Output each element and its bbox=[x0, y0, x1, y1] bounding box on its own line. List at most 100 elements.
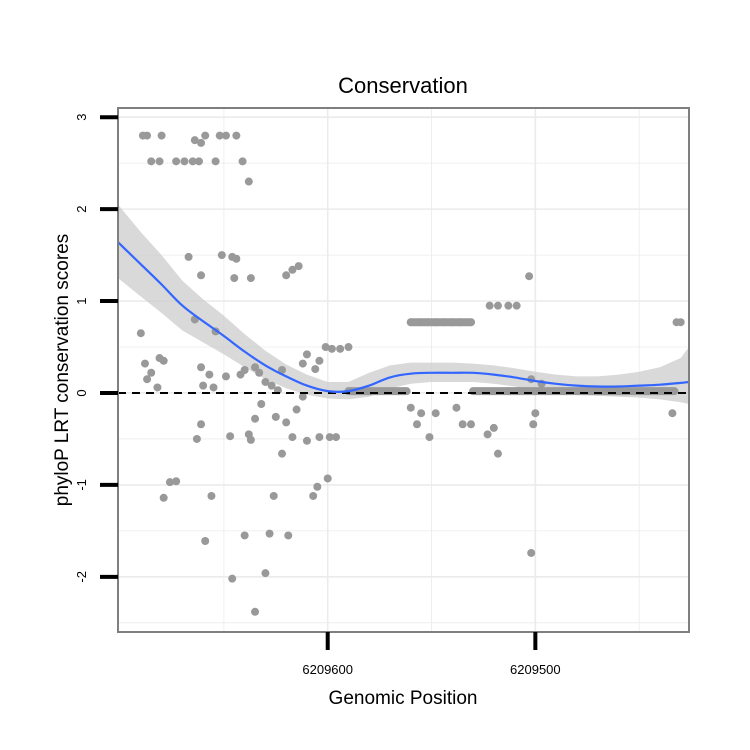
data-point bbox=[221, 131, 230, 140]
data-point bbox=[147, 157, 156, 166]
data-point bbox=[483, 430, 492, 439]
data-point bbox=[251, 414, 260, 423]
data-point bbox=[246, 274, 255, 283]
data-point bbox=[159, 356, 168, 365]
data-point bbox=[302, 350, 311, 359]
confidence-band bbox=[118, 204, 689, 404]
data-point bbox=[288, 433, 297, 442]
data-point bbox=[504, 301, 513, 310]
data-point bbox=[257, 400, 266, 409]
data-point bbox=[192, 434, 201, 443]
data-point bbox=[197, 271, 206, 280]
data-point bbox=[211, 157, 220, 166]
data-point bbox=[197, 138, 206, 147]
panel-border bbox=[117, 107, 690, 633]
x-axis: 6209600 6209500 bbox=[302, 632, 561, 677]
data-point bbox=[140, 359, 149, 368]
data-point bbox=[251, 607, 260, 616]
data-point bbox=[201, 131, 210, 140]
data-point bbox=[199, 381, 208, 390]
data-point bbox=[255, 368, 264, 377]
data-point bbox=[311, 365, 320, 374]
data-point bbox=[294, 262, 303, 271]
data-point bbox=[412, 420, 421, 429]
data-point bbox=[251, 363, 260, 372]
y-tick-label: 1 bbox=[74, 297, 89, 304]
data-point bbox=[180, 157, 189, 166]
data-point bbox=[332, 433, 341, 442]
data-point bbox=[327, 344, 336, 353]
data-point bbox=[458, 420, 467, 429]
data-point bbox=[512, 301, 521, 310]
data-point bbox=[406, 403, 415, 412]
data-point bbox=[668, 409, 677, 418]
data-point bbox=[431, 409, 440, 418]
data-point bbox=[221, 372, 230, 381]
data-point bbox=[292, 405, 301, 414]
data-point bbox=[147, 368, 156, 377]
data-point bbox=[344, 343, 353, 352]
data-point bbox=[157, 131, 166, 140]
data-point bbox=[232, 131, 241, 140]
y-tick-label: 0 bbox=[74, 389, 89, 396]
data-point bbox=[298, 359, 307, 368]
y-tick-label: 3 bbox=[74, 114, 89, 121]
data-point bbox=[282, 418, 291, 427]
data-point bbox=[282, 271, 291, 280]
data-point bbox=[267, 381, 276, 390]
data-point bbox=[325, 433, 334, 442]
data-point bbox=[676, 318, 685, 327]
data-point bbox=[159, 493, 168, 502]
data-point bbox=[172, 157, 181, 166]
y-tick-label: -2 bbox=[74, 571, 89, 583]
data-point bbox=[246, 435, 255, 444]
y-axis: -2 -1 0 1 2 3 bbox=[74, 114, 118, 583]
data-point bbox=[298, 392, 307, 401]
data-point bbox=[489, 423, 498, 432]
confidence-band-layer bbox=[118, 204, 689, 404]
data-point bbox=[188, 157, 197, 166]
loess-smooth-line bbox=[117, 241, 690, 393]
data-points-layer bbox=[136, 131, 685, 616]
data-point bbox=[197, 363, 206, 372]
data-point bbox=[244, 177, 253, 186]
data-point bbox=[136, 329, 145, 338]
data-point bbox=[209, 383, 218, 392]
data-point bbox=[485, 301, 494, 310]
chart-title: Conservation bbox=[338, 73, 468, 98]
data-point bbox=[165, 478, 174, 487]
data-point bbox=[531, 409, 540, 418]
data-point bbox=[194, 157, 203, 166]
data-point bbox=[143, 131, 152, 140]
data-point bbox=[271, 412, 280, 421]
data-point bbox=[323, 474, 332, 483]
smooth-line-layer bbox=[117, 241, 690, 393]
data-point bbox=[527, 548, 536, 557]
data-point bbox=[425, 433, 434, 442]
data-point bbox=[493, 301, 502, 310]
data-point bbox=[269, 491, 278, 500]
data-point bbox=[452, 403, 461, 412]
data-point bbox=[155, 157, 164, 166]
y-axis-title: phyloP LRT conservation scores bbox=[52, 234, 73, 507]
data-point bbox=[184, 252, 193, 261]
data-point bbox=[215, 131, 224, 140]
data-point bbox=[525, 272, 534, 281]
data-point bbox=[321, 343, 330, 352]
data-point bbox=[261, 569, 270, 578]
x-tick-label: 6209500 bbox=[510, 662, 561, 677]
data-point bbox=[143, 375, 152, 384]
data-point bbox=[153, 383, 162, 392]
data-point bbox=[238, 157, 247, 166]
data-point bbox=[313, 482, 322, 491]
data-point bbox=[466, 420, 475, 429]
data-point bbox=[288, 265, 297, 274]
x-tick-label: 6209600 bbox=[302, 662, 353, 677]
data-point bbox=[228, 574, 237, 583]
data-point bbox=[336, 344, 345, 353]
data-point bbox=[529, 420, 538, 429]
data-point bbox=[217, 251, 226, 260]
data-point bbox=[190, 136, 199, 145]
data-point bbox=[240, 366, 249, 374]
